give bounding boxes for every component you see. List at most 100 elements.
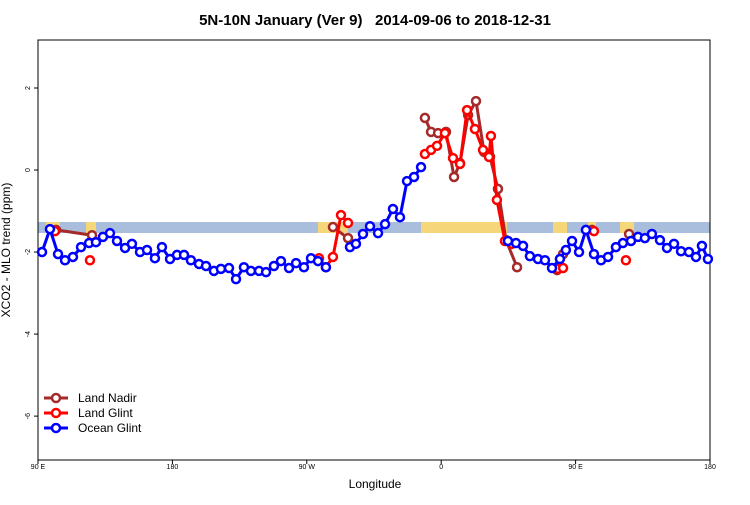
x-tick-label: 180 — [167, 464, 179, 471]
data-point — [111, 235, 123, 247]
data-point — [491, 194, 503, 206]
data-point — [620, 255, 632, 266]
data-point — [126, 238, 138, 250]
data-point — [312, 255, 324, 267]
data-point — [408, 171, 420, 183]
data-point — [185, 255, 197, 266]
data-point — [342, 217, 354, 229]
data-point — [469, 123, 481, 135]
data-point — [477, 144, 489, 156]
data-point — [84, 255, 96, 266]
x-tick-label: 90 E — [568, 464, 583, 471]
data-point — [560, 244, 572, 256]
data-point — [327, 251, 339, 263]
data-point — [483, 151, 495, 163]
data-point — [44, 223, 56, 235]
data-point — [364, 220, 376, 232]
data-point — [67, 251, 79, 263]
data-point — [439, 127, 451, 139]
data-point — [372, 227, 384, 239]
data-point — [668, 238, 680, 250]
data-point — [335, 209, 347, 221]
legend-marker — [50, 422, 62, 434]
data-point — [485, 130, 497, 142]
data-point — [357, 228, 369, 240]
data-point — [447, 152, 459, 164]
data-point — [298, 261, 310, 273]
data-point — [415, 161, 427, 173]
x-axis-title: Longitude — [349, 477, 402, 491]
data-point — [245, 265, 257, 277]
data-point — [448, 171, 460, 183]
data-point — [178, 249, 190, 261]
data-point — [524, 250, 536, 262]
data-point — [470, 95, 482, 107]
legend-label: Ocean Glint — [78, 421, 142, 435]
data-point — [546, 262, 558, 274]
legend-marker — [50, 407, 62, 419]
legend-label: Land Nadir — [78, 391, 137, 405]
data-point — [75, 241, 87, 253]
data-point — [141, 244, 153, 256]
x-tick-label: 90 W — [299, 464, 316, 471]
data-point — [502, 235, 514, 247]
data-point — [511, 261, 523, 273]
y-tick-label: -4 — [25, 331, 32, 337]
data-point — [554, 253, 566, 265]
data-point — [156, 241, 168, 253]
data-point — [230, 273, 242, 285]
data-point — [290, 257, 302, 269]
data-point — [342, 232, 354, 244]
data-point — [260, 266, 272, 278]
data-point — [602, 251, 614, 263]
data-point — [566, 235, 578, 247]
x-tick-label: 180 — [704, 464, 716, 471]
data-point — [90, 236, 102, 248]
data-point — [223, 262, 235, 274]
x-tick-label: 0 — [439, 464, 443, 471]
data-point — [320, 261, 332, 273]
data-point — [149, 252, 161, 264]
data-point — [52, 248, 64, 260]
data-point — [268, 260, 280, 272]
data-point — [654, 234, 666, 246]
data-point — [379, 218, 391, 230]
data-point — [617, 237, 629, 249]
data-point — [461, 104, 473, 116]
y-axis-title: XCO2 - MLO trend (ppm) — [0, 183, 13, 318]
data-point — [580, 224, 592, 236]
data-point — [431, 140, 443, 152]
data-point — [588, 225, 600, 237]
chart-title: 5N-10N January (Ver 9) 2014-09-06 to 201… — [199, 12, 551, 29]
data-point — [588, 248, 600, 260]
data-point — [419, 112, 431, 124]
y-tick-label: -2 — [25, 249, 32, 255]
series-line — [56, 101, 629, 270]
data-point — [327, 221, 339, 233]
x-tick-label: 90 E — [31, 464, 46, 471]
data-point — [573, 246, 585, 258]
data-point — [646, 228, 658, 240]
data-point — [696, 240, 708, 252]
data-point — [350, 238, 362, 250]
data-point — [200, 260, 212, 272]
data-point — [454, 158, 466, 170]
legend-marker — [50, 392, 62, 404]
data-point — [517, 240, 529, 252]
data-point — [275, 255, 287, 267]
data-point — [683, 246, 695, 258]
data-point — [283, 262, 295, 274]
data-point — [539, 255, 551, 266]
data-point — [394, 211, 406, 223]
data-point — [387, 203, 399, 215]
data-point — [690, 251, 702, 263]
y-tick-label: 2 — [25, 86, 32, 90]
data-point — [702, 253, 714, 265]
legend-label: Land Glint — [78, 406, 133, 420]
y-tick-label: -6 — [25, 413, 32, 419]
y-tick-label: 0 — [25, 168, 32, 172]
data-point — [36, 246, 48, 258]
data-point — [215, 263, 227, 275]
